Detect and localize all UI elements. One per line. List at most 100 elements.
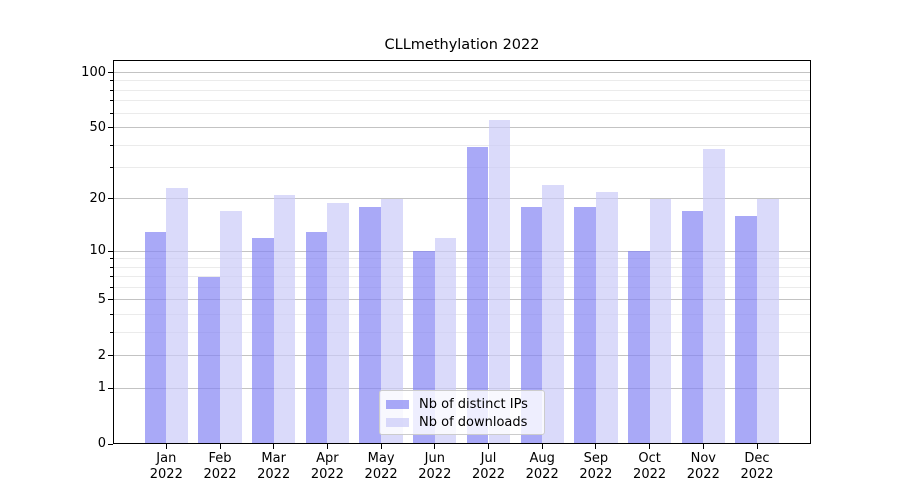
- y-tick-label: 20: [89, 190, 106, 206]
- y-minor-tick-mark: [110, 100, 113, 102]
- gridline-minor: [114, 313, 810, 315]
- bar-downloads-mar: [273, 195, 296, 444]
- bar-distinct-ips-may: [359, 207, 382, 444]
- x-tick-mark: [273, 444, 275, 449]
- bar-distinct-ips-jan: [144, 231, 167, 444]
- bar-downloads-may: [381, 198, 403, 444]
- bar-downloads-apr: [327, 202, 350, 444]
- gridline-minor: [114, 80, 810, 82]
- x-tick-label-mar: Mar 2022: [257, 451, 291, 482]
- gridline-minor: [114, 276, 810, 278]
- bar-downloads-jul: [488, 120, 511, 444]
- bar-distinct-ips-mar: [252, 237, 274, 444]
- y-minor-tick-mark: [110, 80, 113, 82]
- gridline-major: [114, 355, 810, 357]
- x-tick-label-aug: Aug 2022: [525, 451, 559, 482]
- gridline-major: [114, 387, 810, 389]
- y-minor-tick-mark: [110, 276, 113, 278]
- legend-swatch-distinct-ips-icon: [386, 399, 409, 409]
- x-tick-label-oct: Oct 2022: [633, 451, 667, 482]
- bar-downloads-oct: [649, 198, 672, 444]
- y-tick-label: 5: [97, 291, 106, 307]
- legend-entry-distinct-ips: Nb of distinct IPs: [386, 395, 536, 413]
- gridline-minor: [114, 112, 810, 114]
- y-tick-mark: [108, 387, 113, 389]
- x-tick-label-jan: Jan 2022: [149, 451, 183, 482]
- bar-downloads-dec: [757, 198, 779, 444]
- y-tick-label: 50: [89, 119, 106, 135]
- bar-downloads-aug: [542, 184, 564, 444]
- x-tick-mark: [756, 444, 758, 449]
- y-minor-tick-mark: [110, 266, 113, 268]
- legend-label-downloads: Nb of downloads: [419, 414, 528, 430]
- bar-downloads-jan: [166, 188, 188, 444]
- legend-entry-downloads: Nb of downloads: [386, 413, 536, 431]
- x-tick-mark: [219, 444, 221, 449]
- x-tick-label-feb: Feb 2022: [203, 451, 237, 482]
- x-tick-mark: [165, 444, 167, 449]
- gridline-minor: [114, 286, 810, 288]
- legend-swatch-downloads-icon: [386, 417, 409, 427]
- y-tick-label: 2: [97, 347, 106, 363]
- x-tick-mark: [326, 444, 328, 449]
- x-tick-mark: [595, 444, 597, 449]
- y-tick-mark: [108, 127, 113, 129]
- legend: Nb of distinct IPs Nb of downloads: [379, 390, 545, 435]
- y-minor-tick-mark: [110, 89, 113, 91]
- gridline-minor: [114, 144, 810, 146]
- x-tick-label-jul: Jul 2022: [471, 451, 506, 482]
- gridline-major: [114, 72, 810, 74]
- y-tick-mark: [108, 355, 113, 357]
- y-minor-tick-mark: [110, 258, 113, 260]
- y-minor-tick-mark: [110, 286, 113, 288]
- bar-distinct-ips-sep: [574, 207, 596, 444]
- x-tick-mark: [380, 444, 382, 449]
- y-tick-label: 10: [89, 243, 106, 259]
- x-tick-label-nov: Nov 2022: [686, 451, 720, 482]
- y-tick-mark: [108, 250, 113, 252]
- x-tick-label-dec: Dec 2022: [740, 451, 774, 482]
- bar-downloads-nov: [703, 149, 725, 444]
- y-minor-tick-mark: [110, 112, 113, 114]
- y-minor-tick-mark: [110, 167, 113, 169]
- gridline-minor: [114, 331, 810, 333]
- x-tick-mark: [702, 444, 704, 449]
- y-tick-label: 1: [97, 380, 106, 396]
- y-tick-mark: [108, 198, 113, 200]
- gridline-minor: [114, 89, 810, 91]
- x-tick-label-jun: Jun 2022: [418, 451, 452, 482]
- x-tick-label-apr: Apr 2022: [310, 451, 344, 482]
- y-tick-label: 0: [97, 436, 106, 451]
- bar-distinct-ips-aug: [520, 207, 543, 444]
- x-tick-mark: [541, 444, 543, 449]
- y-minor-tick-mark: [110, 331, 113, 333]
- y-minor-tick-mark: [110, 313, 113, 315]
- bar-distinct-ips-nov: [681, 211, 704, 444]
- y-tick-mark: [108, 72, 113, 74]
- y-tick-mark: [108, 299, 113, 301]
- gridline-major: [114, 299, 810, 301]
- gridline-minor: [114, 258, 810, 260]
- y-minor-tick-mark: [110, 144, 113, 146]
- legend-label-distinct-ips: Nb of distinct IPs: [419, 396, 528, 412]
- x-tick-mark: [488, 444, 489, 449]
- gridline-major: [114, 198, 810, 200]
- gridline-major: [114, 250, 810, 252]
- bar-distinct-ips-feb: [198, 276, 220, 444]
- x-tick-mark: [434, 444, 436, 449]
- y-tick-label: 100: [81, 64, 106, 80]
- gridline-minor: [114, 266, 810, 268]
- x-tick-label-may: May 2022: [364, 451, 398, 482]
- gridline-minor: [114, 167, 810, 169]
- bar-distinct-ips-oct: [627, 251, 650, 444]
- x-tick-mark: [649, 444, 651, 449]
- bar-downloads-feb: [220, 211, 242, 444]
- gridline-major: [114, 127, 810, 129]
- chart-title: CLLmethylation 2022: [384, 37, 540, 53]
- bar-distinct-ips-apr: [305, 231, 328, 444]
- gridline-minor: [114, 100, 810, 102]
- bar-distinct-ips-dec: [735, 215, 757, 444]
- bar-distinct-ips-jul: [466, 147, 489, 444]
- y-tick-mark: [108, 443, 113, 445]
